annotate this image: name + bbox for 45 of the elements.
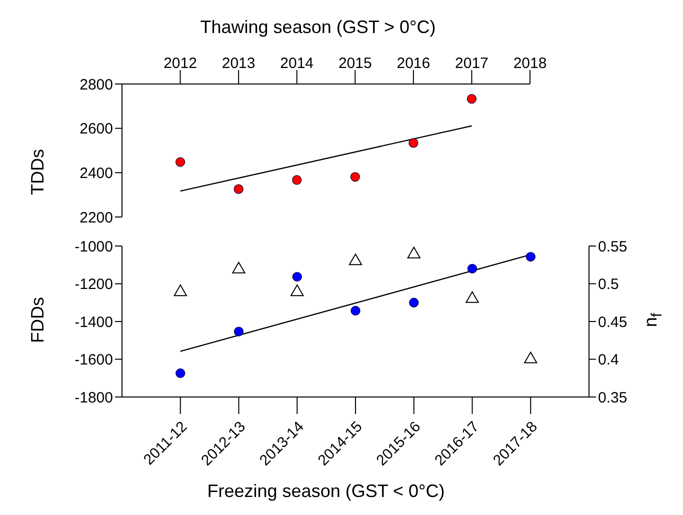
- point: [290, 284, 304, 296]
- point: [350, 172, 360, 182]
- point: [408, 138, 418, 148]
- point: [526, 252, 536, 262]
- y2-tick-label: 0.55: [598, 238, 628, 256]
- point: [234, 184, 244, 194]
- x-tick-label: 2014: [280, 55, 314, 72]
- x-tick-label: 2013: [222, 55, 256, 72]
- y-tick-label: -1600: [74, 352, 113, 369]
- point: [524, 352, 538, 364]
- point: [348, 254, 362, 266]
- y-axis-title: FDDs: [28, 297, 48, 343]
- point: [232, 262, 246, 274]
- point: [292, 175, 302, 185]
- y2-tick-label: 0.4: [598, 352, 619, 369]
- point: [409, 298, 419, 308]
- y-tick-label: -1000: [74, 238, 113, 256]
- x-tick-label: 2012: [164, 55, 197, 72]
- x-axis-title: Thawing season (GST > 0°C): [200, 17, 436, 38]
- y-tick-label: -1400: [74, 314, 113, 331]
- point: [350, 306, 360, 316]
- point: [176, 368, 186, 378]
- y2-tick-label: 0.35: [598, 389, 628, 406]
- y-tick-label: -1200: [74, 276, 113, 294]
- y2-tick-label: 0.5: [598, 276, 619, 294]
- y-tick-label: 2200: [80, 209, 113, 226]
- y-tick-label: 2400: [80, 164, 113, 182]
- point: [174, 284, 187, 296]
- x-axis-title: Freezing season (GST < 0°C): [207, 481, 445, 502]
- point: [466, 291, 479, 303]
- point: [407, 246, 420, 258]
- y-axis-title: TDDs: [28, 149, 48, 195]
- point: [175, 157, 186, 167]
- point: [234, 326, 244, 336]
- x-tick-label: 2018: [513, 55, 547, 72]
- point: [467, 264, 478, 274]
- y-tick-label: 2600: [80, 120, 113, 138]
- y-tick-label: -1800: [74, 389, 113, 406]
- x-tick-label: 2017: [455, 55, 488, 72]
- point: [466, 94, 477, 104]
- x-tick-label: 2015: [338, 55, 372, 72]
- x-tick-label: 2016: [396, 55, 430, 72]
- y-tick-label: 2800: [80, 76, 113, 94]
- point: [292, 272, 302, 282]
- y2-tick-label: 0.45: [598, 314, 628, 331]
